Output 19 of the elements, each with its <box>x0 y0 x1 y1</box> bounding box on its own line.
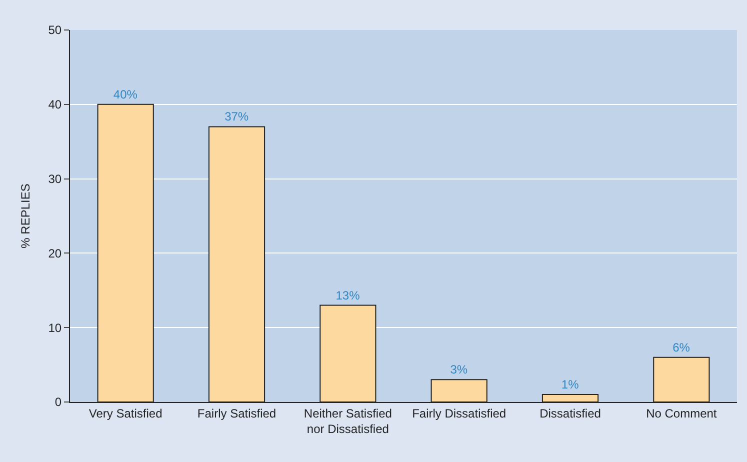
data-label: 1% <box>561 378 580 392</box>
data-label: 40% <box>113 87 138 102</box>
x-tick-label: No Comment <box>646 406 718 420</box>
x-tick-label: Fairly Satisfied <box>197 406 276 420</box>
data-label: 37% <box>224 110 249 124</box>
y-tick-label: 10 <box>48 320 62 335</box>
y-tick-label: 20 <box>48 246 62 260</box>
data-label: 6% <box>672 340 690 354</box>
x-tick-label: Neither Satisfied nor Dissatisfied <box>304 406 392 436</box>
data-label: 3% <box>450 362 468 377</box>
y-tick-label: 30 <box>48 172 62 186</box>
x-tick-label: Very Satisfied <box>88 406 162 420</box>
y-tick-label: 40 <box>48 98 62 112</box>
y-tick-label: 50 <box>48 23 62 38</box>
y-tick-label: 0 <box>54 395 62 410</box>
y-axis-title: % REPLIES <box>18 184 33 248</box>
data-label: 13% <box>336 288 360 302</box>
x-tick-label: Dissatisfied <box>540 406 601 420</box>
x-tick-label: Fairly Dissatisfied <box>412 406 506 420</box>
